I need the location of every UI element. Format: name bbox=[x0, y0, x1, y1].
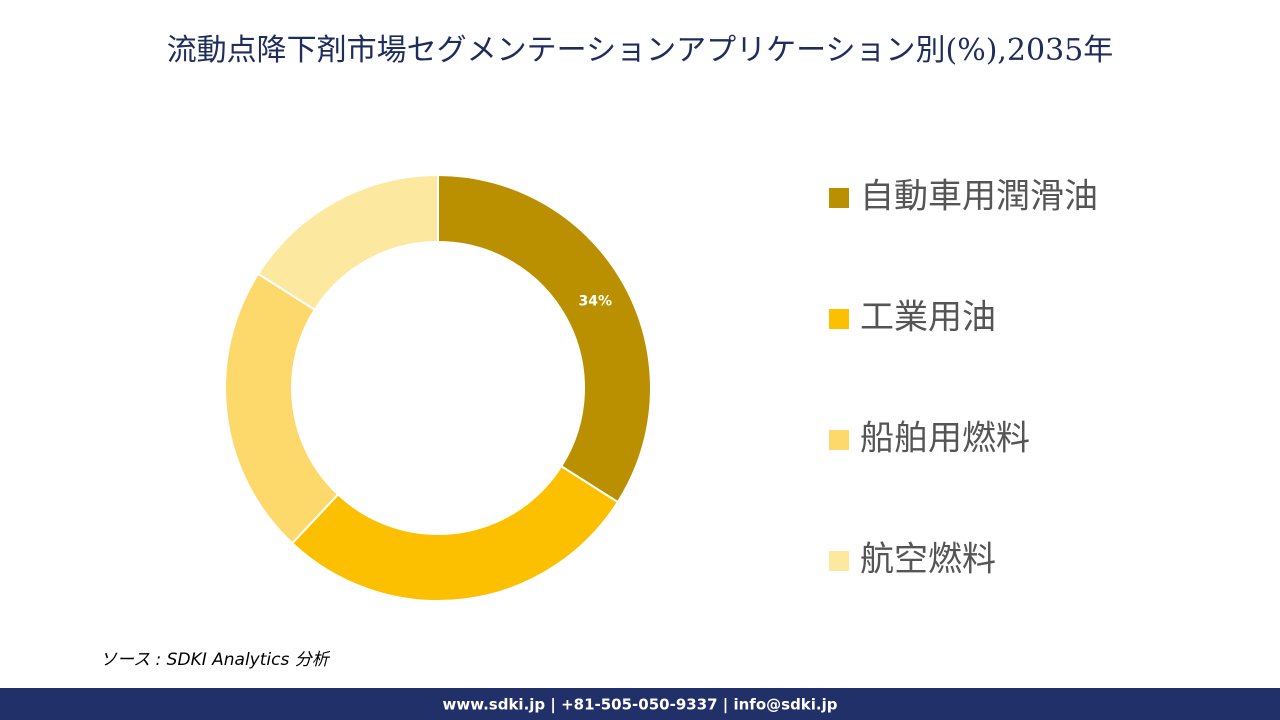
legend-swatch bbox=[829, 188, 849, 208]
data-label: 34% bbox=[579, 294, 613, 310]
footer-bar bbox=[0, 688, 1280, 720]
legend-label: 船舶用燃料 bbox=[860, 419, 1030, 459]
legend-swatch bbox=[829, 309, 849, 329]
donut-segment bbox=[437, 173, 652, 504]
legend-swatch bbox=[829, 430, 849, 450]
legend-label: 航空燃料 bbox=[860, 540, 996, 580]
legend-swatch bbox=[829, 551, 849, 571]
chart-title: 流動点降下剤市場セグメンテーションアプリケーション別(%),2035年 bbox=[167, 33, 1114, 68]
source: ソース : SDKI Analytics 分析 bbox=[100, 650, 331, 670]
donut-segment bbox=[290, 464, 620, 602]
footer-text: www.sdki.jp | +81-505-050-9337 | info@sd… bbox=[442, 696, 837, 715]
legend-label: 工業用油 bbox=[860, 298, 996, 338]
donut-segment bbox=[224, 272, 340, 545]
donut-segment bbox=[256, 173, 439, 312]
legend-label: 自動車用潤滑油 bbox=[860, 177, 1098, 217]
